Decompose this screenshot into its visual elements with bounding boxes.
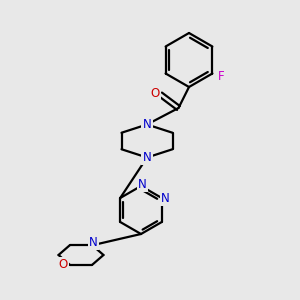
Text: O: O <box>151 86 160 100</box>
Text: N: N <box>142 151 152 164</box>
Text: O: O <box>58 258 68 271</box>
Text: N: N <box>138 178 147 191</box>
Text: N: N <box>142 118 152 131</box>
Text: F: F <box>218 70 225 83</box>
Text: N: N <box>89 236 98 249</box>
Text: N: N <box>161 191 170 205</box>
